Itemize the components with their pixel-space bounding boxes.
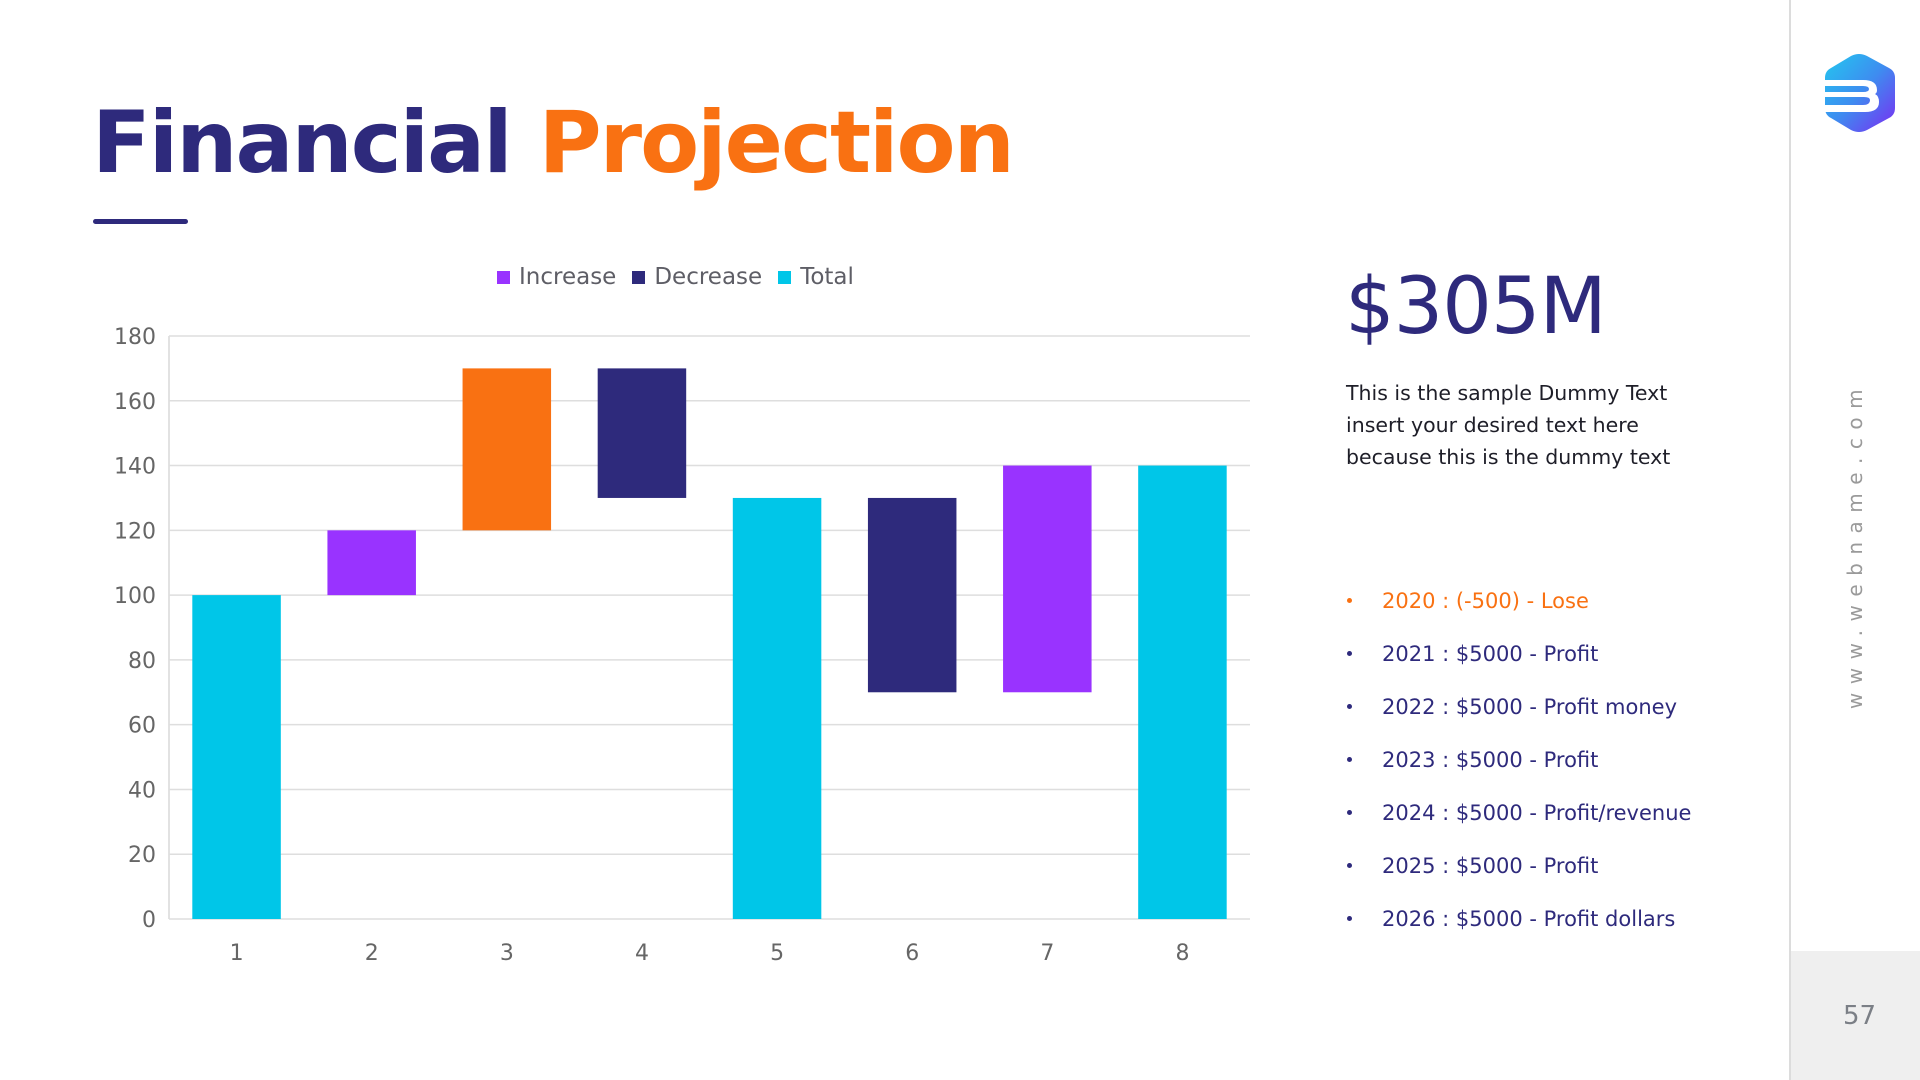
x-tick-label: 1 <box>230 941 244 966</box>
bullet-dot-icon <box>1347 651 1352 656</box>
bar-1-total <box>192 595 281 919</box>
bullet-dot-icon <box>1347 704 1352 709</box>
y-axis-ticks: 0 20 40 60 80 100 120 140 160 180 <box>114 325 156 933</box>
x-axis-ticks: 1 2 3 4 5 6 7 8 <box>230 941 1190 966</box>
legend-label-increase: Increase <box>519 264 617 290</box>
description-text: This is the sample Dummy Text insert you… <box>1346 381 1671 469</box>
waterfall-chart: 0 20 40 60 80 100 120 140 160 180 1 2 3 4 5 6 7 8 <box>114 325 1250 966</box>
x-tick-label: 3 <box>500 941 514 966</box>
bullet-dot-icon <box>1347 598 1352 603</box>
bullet-text: 2023 : $5000 - Profit <box>1382 747 1599 772</box>
chart-legend: Increase Decrease Total <box>497 264 870 290</box>
y-tick-label: 100 <box>114 584 156 609</box>
page-number: 57 <box>1842 1000 1877 1031</box>
legend-swatch-increase <box>497 270 510 284</box>
bar-2-increase <box>327 530 416 596</box>
page-number-box: 57 <box>1791 951 1920 1080</box>
legend-item-decrease: Decrease <box>632 264 762 290</box>
y-tick-label: 40 <box>128 778 156 803</box>
y-tick-label: 160 <box>114 390 156 415</box>
slide-title: Financial Projection <box>92 88 1015 198</box>
hexagon-b-logo-icon <box>1819 54 1895 132</box>
legend-label-total: Total <box>800 264 854 290</box>
bullet-item-2022: 2022 : $5000 - Profit money <box>1343 680 1691 733</box>
bars <box>192 368 1227 919</box>
x-tick-label: 7 <box>1040 941 1054 966</box>
bullet-item-2024: 2024 : $5000 - Profit/revenue <box>1343 786 1691 839</box>
bar-6-decrease <box>867 497 957 693</box>
bar-8-total <box>1138 465 1227 919</box>
year-bullet-list: 2020 : (-500) - Lose 2021 : $5000 - Prof… <box>1343 574 1691 945</box>
website-url: www.webname.com <box>1835 381 1875 709</box>
bullet-text: 2024 : $5000 - Profit/revenue <box>1382 800 1692 825</box>
x-tick-label: 5 <box>770 941 784 966</box>
website-url-text: www.webname.com <box>1843 380 1867 710</box>
y-tick-label: 0 <box>142 908 156 933</box>
bullet-dot-icon <box>1347 863 1352 868</box>
bullet-dot-icon <box>1347 810 1352 815</box>
y-tick-label: 180 <box>114 325 156 350</box>
bullet-item-2025: 2025 : $5000 - Profit <box>1343 839 1691 892</box>
y-tick-label: 20 <box>128 843 156 868</box>
bar-4-decrease <box>597 368 687 498</box>
x-tick-label: 6 <box>905 941 919 966</box>
y-tick-label: 140 <box>114 455 156 480</box>
y-tick-label: 80 <box>128 649 156 674</box>
bullet-dot-icon <box>1347 916 1352 921</box>
y-tick-label: 120 <box>114 519 156 544</box>
y-tick-label: 60 <box>128 714 156 739</box>
legend-item-increase: Increase <box>497 264 616 290</box>
bullet-text: 2020 : (-500) - Lose <box>1382 588 1589 613</box>
bar-5-total <box>732 497 822 919</box>
x-tick-label: 2 <box>365 941 379 966</box>
x-tick-label: 4 <box>635 941 649 966</box>
headline-value: $305M <box>1345 262 1607 352</box>
bullet-text: 2021 : $5000 - Profit <box>1382 641 1599 666</box>
bullet-item-2023: 2023 : $5000 - Profit <box>1343 733 1691 786</box>
legend-swatch-decrease <box>632 270 646 284</box>
right-sidebar: www.webname.com 57 <box>1789 0 1920 1080</box>
legend-item-total: Total <box>778 264 854 290</box>
legend-swatch-total <box>778 270 792 284</box>
title-part-1: Financial <box>92 93 513 193</box>
bar-3-increase <box>462 368 552 531</box>
legend-label-decrease: Decrease <box>654 264 763 290</box>
bullet-text: 2022 : $5000 - Profit money <box>1382 694 1678 719</box>
x-tick-label: 8 <box>1175 941 1189 966</box>
bullet-text: 2025 : $5000 - Profit <box>1382 853 1599 878</box>
bar-7-increase <box>1003 465 1092 693</box>
title-part-2: Projection <box>538 93 1015 193</box>
bullet-item-2026: 2026 : $5000 - Profit dollars <box>1343 892 1691 945</box>
title-underline <box>93 219 188 224</box>
bullet-text: 2026 : $5000 - Profit dollars <box>1382 906 1676 931</box>
bullet-item-2021: 2021 : $5000 - Profit <box>1343 627 1691 680</box>
bullet-item-2020: 2020 : (-500) - Lose <box>1343 574 1691 627</box>
bullet-dot-icon <box>1347 757 1352 762</box>
